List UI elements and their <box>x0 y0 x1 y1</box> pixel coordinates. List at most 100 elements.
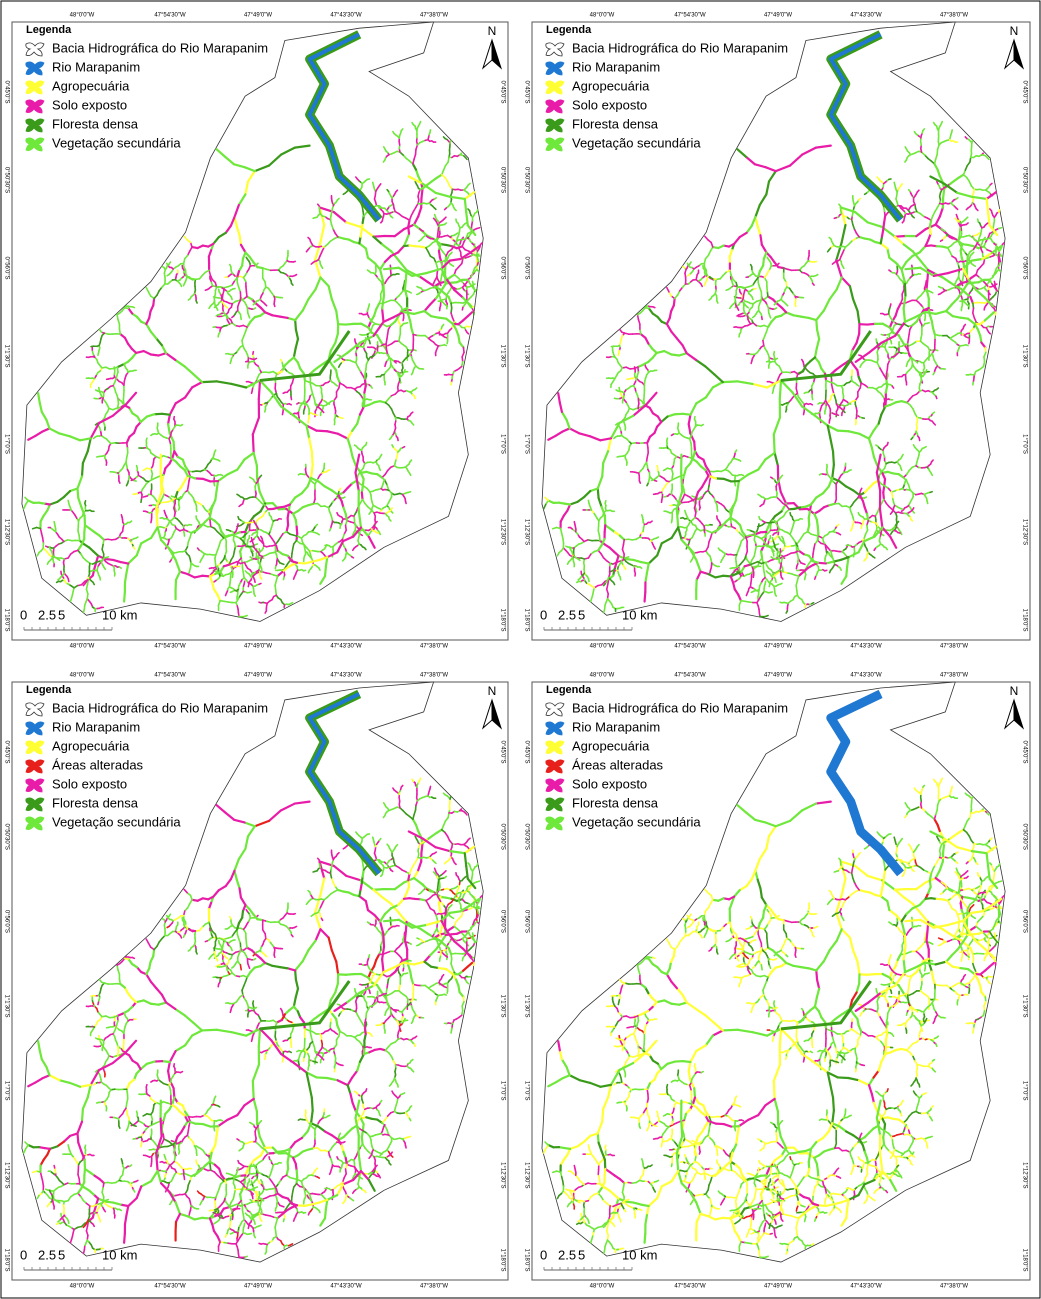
stream <box>171 450 176 459</box>
stream <box>346 429 354 440</box>
stream <box>252 307 257 310</box>
stream <box>166 273 170 277</box>
stream <box>416 285 420 289</box>
stream <box>163 509 166 514</box>
stream <box>313 241 322 262</box>
stream <box>314 523 319 527</box>
stream <box>389 358 392 365</box>
y-coord-left: 1°7'0"S <box>3 434 9 454</box>
stream <box>282 576 285 581</box>
stream <box>250 572 255 576</box>
stream <box>46 561 50 565</box>
stream <box>114 375 118 383</box>
stream <box>418 227 423 231</box>
stream <box>254 543 259 546</box>
stream <box>378 507 382 510</box>
stream <box>301 298 310 312</box>
stream <box>420 187 424 200</box>
x-coord-bottom: 47°49'0"W <box>244 644 272 650</box>
stream <box>116 366 119 373</box>
stream <box>316 532 321 536</box>
stream <box>905 363 908 368</box>
stream <box>336 354 341 357</box>
stream <box>411 422 415 426</box>
stream <box>433 197 438 200</box>
stream <box>915 360 919 364</box>
stream <box>67 499 70 504</box>
stream <box>370 385 373 389</box>
y-coord-left: 0°50'30"S <box>3 167 9 193</box>
stream <box>749 263 753 268</box>
stream <box>965 343 969 347</box>
stream <box>989 182 993 186</box>
stream <box>103 566 107 571</box>
stream <box>218 540 222 547</box>
stream <box>353 444 358 448</box>
stream <box>913 130 917 135</box>
stream <box>336 235 345 240</box>
stream <box>642 402 646 406</box>
stream <box>828 502 836 507</box>
stream <box>174 490 179 500</box>
scale-label: 5 <box>58 607 65 622</box>
stream <box>150 433 154 437</box>
stream <box>466 331 470 335</box>
stream <box>224 550 228 557</box>
stream <box>294 328 300 341</box>
stream <box>971 139 974 144</box>
stream <box>241 339 244 347</box>
stream <box>365 441 368 446</box>
stream <box>125 451 129 459</box>
stream <box>314 276 322 291</box>
stream <box>260 535 263 540</box>
stream <box>305 424 311 440</box>
stream <box>76 487 80 500</box>
stream <box>847 402 852 405</box>
stream <box>418 120 422 125</box>
stream <box>313 259 322 279</box>
stream <box>199 559 202 564</box>
stream <box>259 576 263 580</box>
stream <box>145 322 152 333</box>
stream <box>132 425 138 435</box>
stream <box>429 315 440 319</box>
stream <box>291 543 295 550</box>
stream <box>326 430 339 435</box>
stream <box>450 307 453 314</box>
stream <box>208 305 212 310</box>
stream <box>216 473 229 483</box>
stream <box>476 209 479 213</box>
stream <box>433 207 437 211</box>
stream <box>407 313 412 323</box>
stream <box>242 571 245 579</box>
stream <box>307 288 317 301</box>
stream <box>123 571 128 584</box>
stream <box>145 286 150 293</box>
stream <box>336 432 349 440</box>
stream <box>332 211 348 224</box>
stream <box>252 302 256 306</box>
stream <box>319 276 330 288</box>
stream <box>618 425 621 429</box>
stream <box>371 181 375 186</box>
stream <box>241 567 245 574</box>
x-coord-bottom: 47°38'0"W <box>420 644 448 650</box>
y-coord-right: 1°18'0"S <box>499 608 505 631</box>
stream <box>213 579 217 583</box>
stream <box>309 555 313 559</box>
legend-title: Legenda <box>26 24 72 36</box>
stream <box>48 546 52 551</box>
stream <box>166 413 171 426</box>
scale-label: 0 <box>20 607 27 622</box>
stream <box>363 384 367 394</box>
stream <box>400 128 404 132</box>
stream <box>802 411 805 416</box>
stream <box>168 261 172 265</box>
stream <box>815 318 819 331</box>
stream <box>323 485 333 492</box>
stream <box>443 207 448 211</box>
stream <box>245 295 254 301</box>
stream <box>310 450 314 466</box>
stream <box>720 503 724 507</box>
stream <box>368 303 371 308</box>
